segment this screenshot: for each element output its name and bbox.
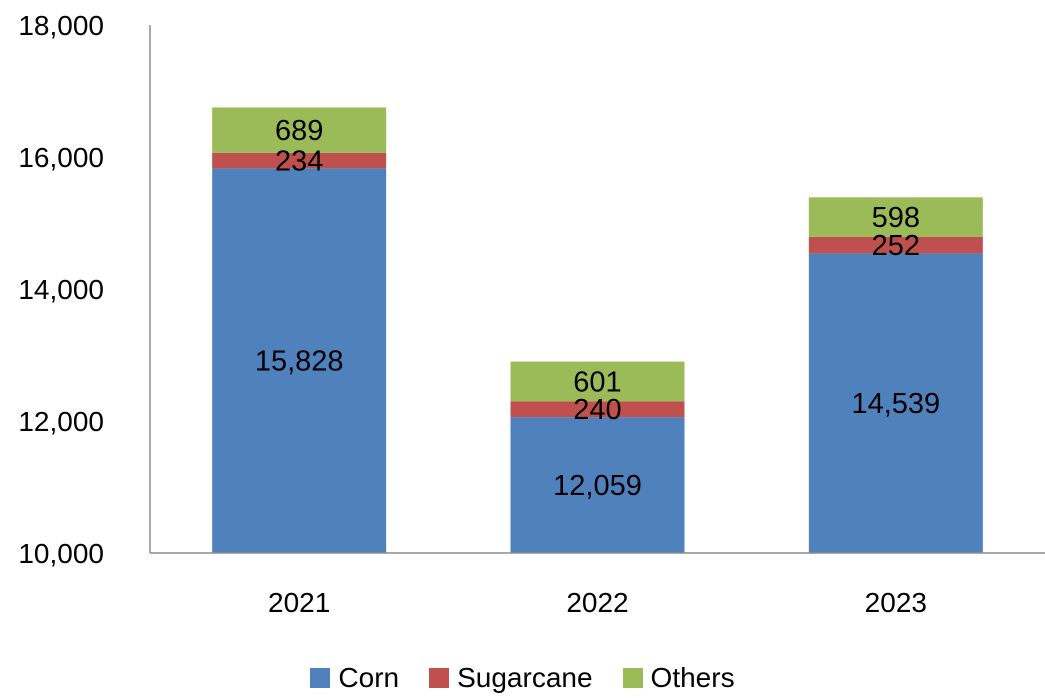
bars <box>212 107 983 554</box>
data-label-sugarcane-2021: 234 <box>275 146 323 178</box>
legend: Corn Sugarcane Others <box>0 660 1045 696</box>
bar-others-2021 <box>212 107 387 153</box>
bar-corn-2022 <box>510 417 685 553</box>
y-tick-label: 18,000 <box>18 10 104 41</box>
bar-others-2023 <box>808 197 983 237</box>
data-label-others-2023: 598 <box>872 202 920 234</box>
data-label-sugarcane-2023: 252 <box>872 230 920 262</box>
bar-sugarcane-2022 <box>510 401 685 418</box>
legend-swatch-corn <box>310 668 331 688</box>
y-axis-ticks: 10,000 12,000 14,000 16,000 18,000 <box>18 10 104 569</box>
legend-item-sugarcane: Sugarcane <box>429 662 593 694</box>
legend-swatch-sugarcane <box>429 668 450 688</box>
y-tick-label: 16,000 <box>18 142 104 173</box>
data-label-sugarcane-2022: 240 <box>573 394 621 426</box>
data-label-corn-2021: 15,828 <box>255 346 344 378</box>
data-label-corn-2023: 14,539 <box>851 388 940 420</box>
stacked-bar-chart: 10,000 12,000 14,000 16,000 18,000 15,828 234… <box>18 10 1045 618</box>
legend-label-corn: Corn <box>338 662 400 693</box>
bar-sugarcane-2021 <box>212 152 387 169</box>
legend-item-others: Others <box>622 662 735 694</box>
bar-corn-2023 <box>808 253 983 553</box>
data-label-others-2021: 689 <box>275 115 323 147</box>
data-label-corn-2022: 12,059 <box>553 470 642 502</box>
bar-corn-2021 <box>212 168 387 554</box>
legend-label-sugarcane: Sugarcane <box>457 662 593 693</box>
legend-label-others: Others <box>650 662 735 693</box>
x-tick-label-2023: 2023 <box>865 587 927 618</box>
bar-sugarcane-2023 <box>808 236 983 254</box>
x-axis-ticks: 2021 2022 2023 <box>268 587 927 618</box>
legend-item-corn: Corn <box>310 662 399 694</box>
y-tick-label: 10,000 <box>18 538 104 569</box>
x-tick-label-2021: 2021 <box>268 587 330 618</box>
y-tick-label: 14,000 <box>18 274 104 305</box>
y-tick-label: 12,000 <box>18 406 104 437</box>
data-label-others-2022: 601 <box>573 366 621 398</box>
x-tick-label-2022: 2022 <box>566 587 628 618</box>
legend-swatch-others <box>622 668 643 688</box>
bar-others-2022 <box>510 361 685 402</box>
